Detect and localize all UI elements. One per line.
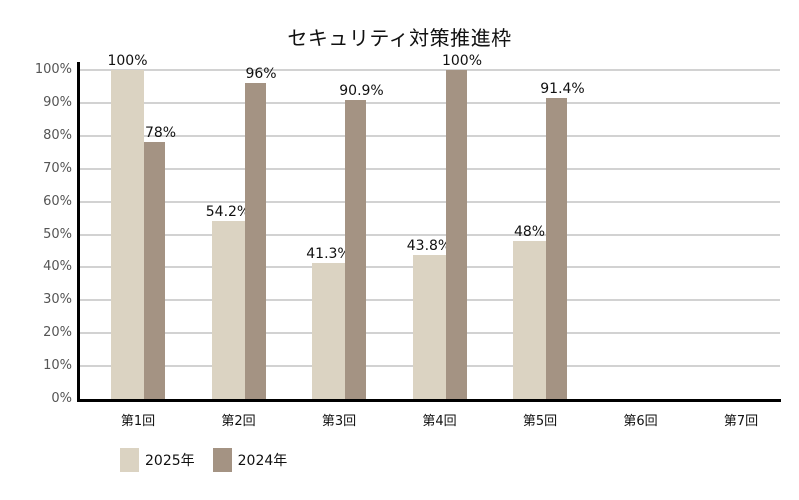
legend-swatch: [212, 448, 232, 472]
data-label: 96%: [245, 66, 277, 83]
y-tick-label: 70%: [43, 160, 72, 176]
legend-label: 2025年: [145, 453, 195, 469]
legend-item: 2024年: [212, 448, 288, 472]
y-tick-label: 100%: [34, 62, 72, 77]
y-tick-label: 60%: [43, 193, 72, 209]
x-tick-label: 第2回: [221, 414, 256, 429]
bar-2024年-第1回: [144, 142, 165, 399]
legend-swatch: [120, 448, 139, 472]
bar-2025年-第4回: [412, 254, 446, 399]
data-label: 48%: [513, 224, 546, 241]
data-label: 78%: [144, 125, 177, 142]
gridline: [79, 101, 780, 104]
gridline: [79, 200, 780, 203]
y-tick-label: 30%: [43, 292, 72, 308]
bar-2025年-第1回: [111, 70, 144, 399]
legend-label: 2024年: [237, 453, 288, 469]
y-tick-label: 40%: [43, 259, 72, 275]
x-tick-label: 第5回: [522, 414, 558, 429]
x-tick-label: 第7回: [723, 414, 759, 429]
y-axis: [77, 62, 80, 401]
bar-2024年-第5回: [546, 98, 567, 399]
data-label: 90.9%: [339, 82, 384, 99]
y-tick-label: 20%: [43, 325, 72, 341]
y-tick-label: 80%: [43, 127, 72, 143]
data-label: 41.3%: [306, 246, 351, 263]
data-label: 43.8%: [406, 237, 452, 254]
bar-2025年-第5回: [513, 241, 546, 399]
x-tick-label: 第1回: [120, 414, 156, 429]
gridline: [79, 134, 780, 137]
x-tick-label: 第4回: [422, 414, 457, 429]
bar-2024年-第4回: [445, 70, 467, 399]
data-label: 54.2%: [205, 203, 251, 220]
gridline: [79, 167, 780, 170]
x-axis: [77, 399, 781, 402]
y-tick-label: 10%: [43, 358, 72, 374]
bar-2024年-第3回: [345, 99, 366, 399]
legend-item: 2025年: [120, 448, 195, 472]
legend: 2025年 2024年: [120, 448, 305, 472]
x-tick-label: 第3回: [321, 414, 357, 429]
data-label: 91.4%: [540, 81, 585, 98]
gridline: [79, 69, 780, 71]
gridline: [79, 233, 780, 236]
bar-2025年-第2回: [211, 220, 245, 399]
chart-title: セキュリティ対策推進枠: [287, 26, 512, 50]
y-tick-label: 0%: [51, 391, 72, 406]
bar-2024年-第2回: [244, 83, 266, 399]
x-tick-label: 第6回: [623, 414, 658, 429]
y-tick-label: 90%: [43, 94, 72, 110]
data-label: 100%: [441, 53, 483, 69]
data-label: 100%: [107, 53, 148, 69]
y-tick-label: 50%: [43, 226, 72, 242]
bar-2025年-第3回: [312, 263, 345, 399]
